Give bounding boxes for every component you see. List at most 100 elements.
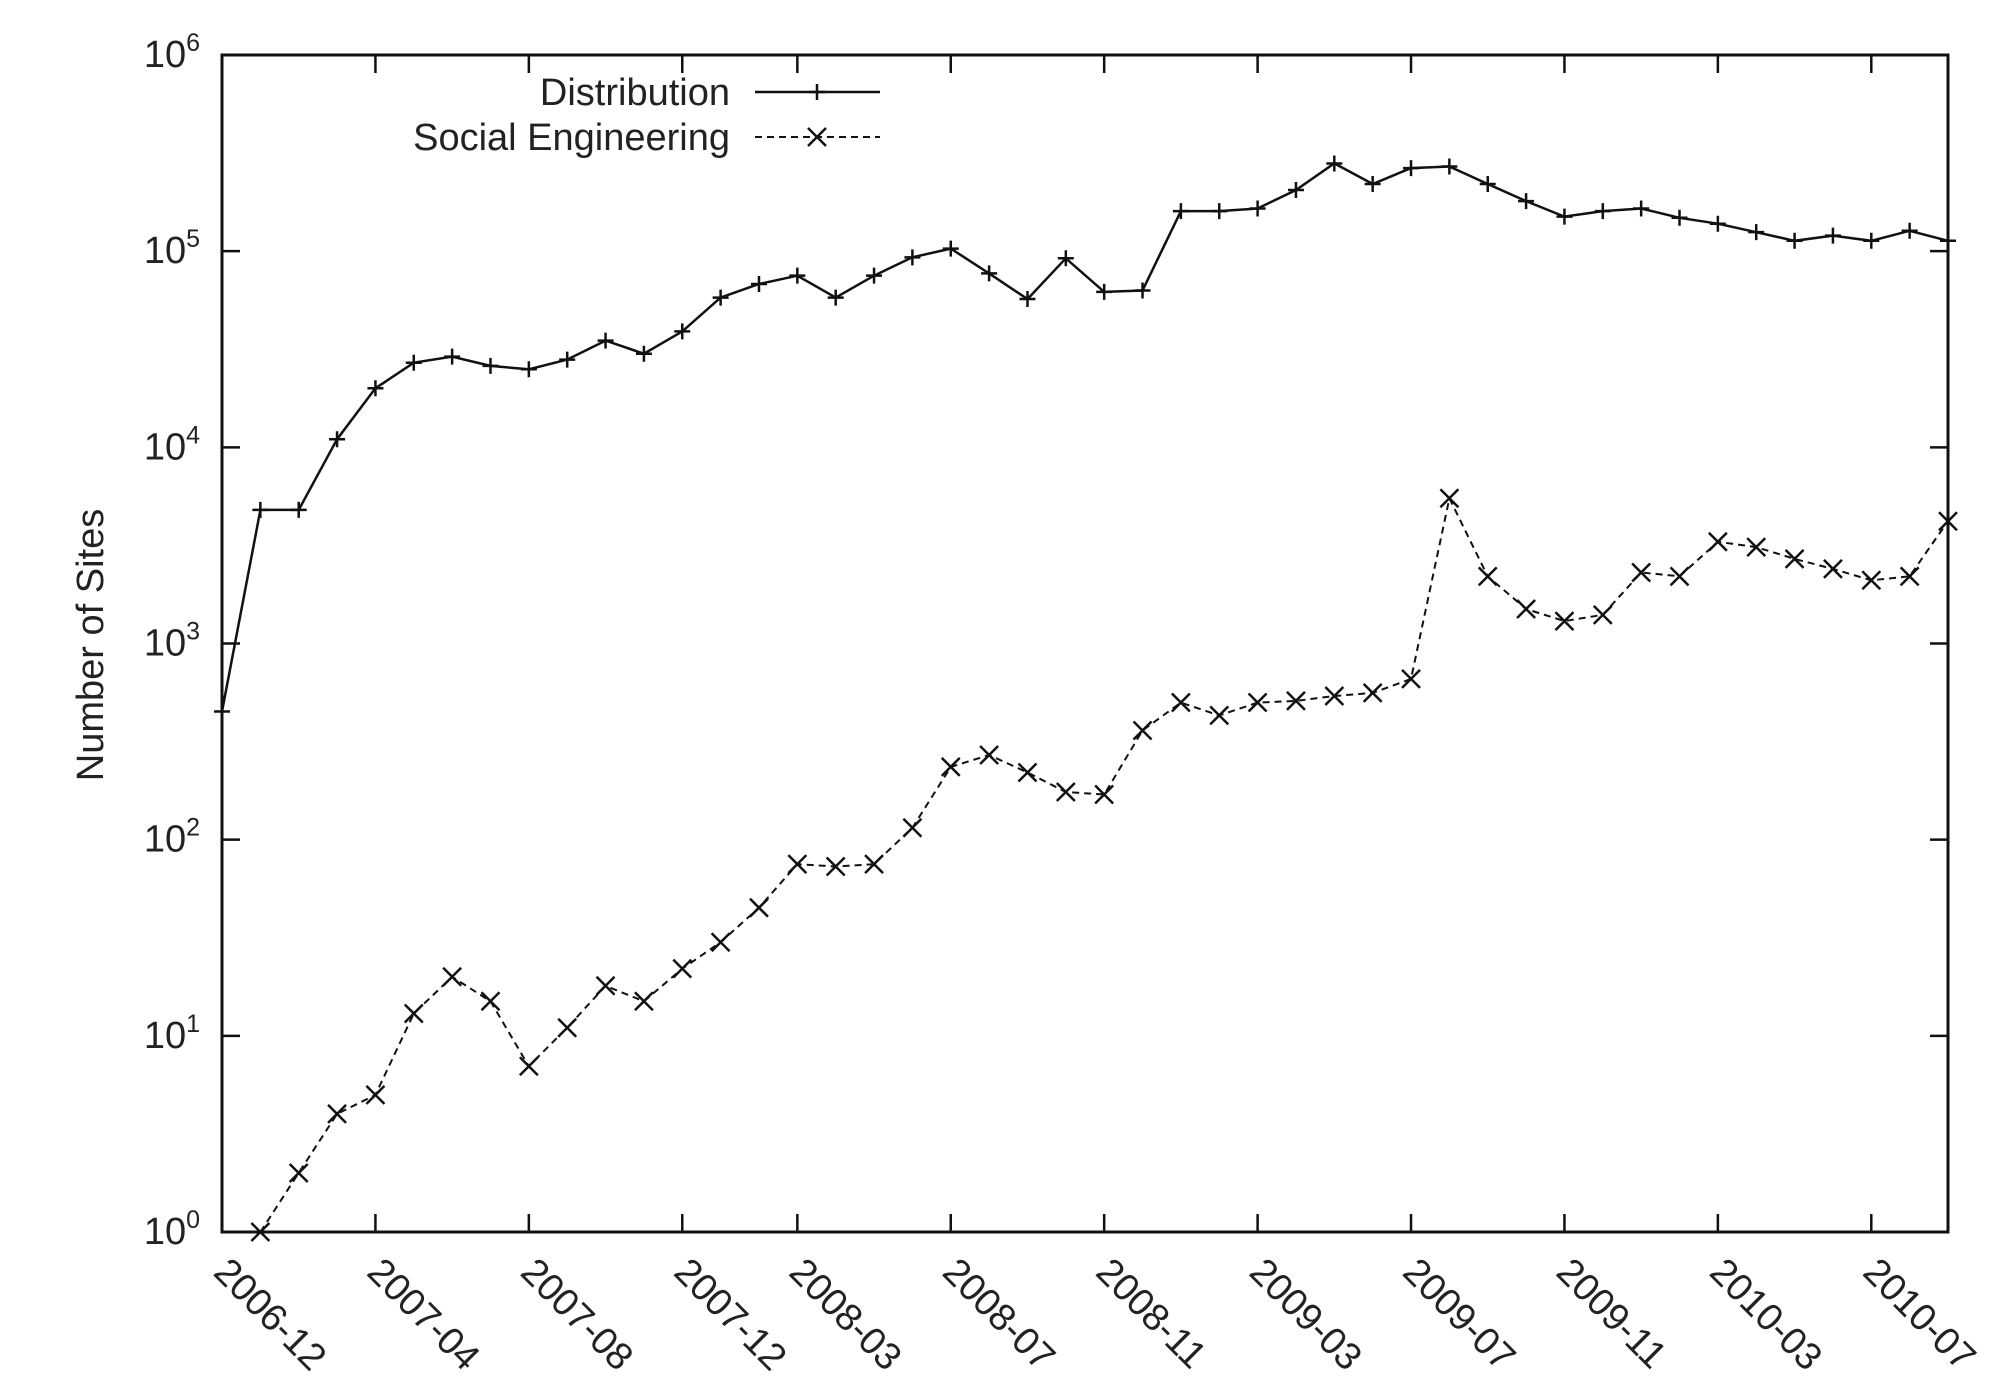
x-tick-label: 2008-03 — [781, 1251, 909, 1379]
data-point — [1249, 200, 1266, 217]
data-point — [1861, 570, 1882, 591]
data-point — [1439, 488, 1460, 509]
x-tick-label: 2009-07 — [1395, 1251, 1523, 1379]
data-point — [480, 991, 501, 1012]
y-tick-label: 102 — [144, 814, 200, 861]
data-point — [672, 958, 693, 979]
data-point — [1326, 155, 1343, 172]
data-point — [365, 1085, 386, 1105]
data-point — [1899, 566, 1920, 587]
data-point — [1172, 203, 1189, 220]
legend-item-distribution: Distribution — [540, 72, 880, 114]
data-point — [904, 249, 921, 266]
data-point — [789, 267, 806, 284]
data-point — [674, 323, 691, 340]
data-point — [520, 361, 537, 378]
data-point — [749, 897, 769, 918]
y-tick-base: 10 — [144, 230, 186, 272]
x-tick-label: 2007-12 — [666, 1251, 794, 1379]
data-point — [518, 1056, 539, 1077]
y-tick-label: 103 — [144, 618, 200, 665]
y-tick-base: 10 — [144, 1211, 186, 1253]
data-point — [1401, 669, 1421, 689]
data-point — [214, 703, 230, 720]
data-point — [1671, 209, 1688, 226]
legend-item-social-engineering: Social Engineering — [413, 117, 880, 159]
data-point — [1823, 559, 1843, 579]
data-point — [1364, 175, 1381, 192]
series-distribution — [214, 155, 1956, 720]
data-point — [1516, 599, 1536, 619]
data-point — [1477, 566, 1498, 587]
data-point — [1247, 692, 1268, 713]
data-point — [1633, 200, 1650, 217]
x-tick-label: 2008-11 — [1088, 1251, 1214, 1377]
y-tick-label: 100 — [144, 1206, 200, 1253]
data-point — [1592, 604, 1613, 625]
data-point — [825, 856, 846, 877]
data-point — [1901, 222, 1918, 239]
y-tick-exponent: 3 — [186, 618, 200, 646]
data-point — [1017, 762, 1038, 783]
data-point — [1709, 215, 1726, 232]
data-point — [1286, 690, 1306, 711]
data-point — [403, 1003, 424, 1024]
data-point — [557, 1017, 578, 1038]
data-point — [597, 332, 614, 349]
y-tick-base: 10 — [144, 34, 186, 76]
data-point — [1324, 686, 1345, 706]
data-point — [1594, 203, 1611, 220]
data-point — [1287, 182, 1304, 199]
data-point — [1479, 175, 1496, 192]
data-point — [1940, 232, 1956, 249]
data-point — [1096, 283, 1113, 300]
y-tick-label: 101 — [144, 1010, 200, 1057]
data-point — [710, 932, 731, 953]
data-point — [1132, 720, 1153, 741]
x-tick-label: 2007-08 — [512, 1251, 640, 1379]
data-point — [250, 1222, 271, 1242]
data-point — [807, 127, 827, 147]
data-point — [1863, 232, 1880, 249]
data-point — [252, 501, 269, 518]
y-tick-base: 10 — [144, 623, 186, 665]
plot-frame — [220, 53, 1950, 1234]
data-point — [750, 276, 767, 293]
data-point — [442, 966, 463, 987]
x-tick-label: 2009-03 — [1241, 1251, 1369, 1379]
data-point — [1707, 531, 1728, 552]
data-point — [979, 745, 999, 765]
series-line — [220, 161, 1949, 712]
y-tick-label: 104 — [144, 421, 200, 468]
data-point — [1748, 224, 1765, 241]
data-point — [1441, 158, 1458, 175]
data-point — [444, 348, 461, 365]
x-tick-label: 2010-03 — [1702, 1251, 1830, 1379]
y-tick-exponent: 0 — [186, 1206, 200, 1234]
legend-label: Social Engineering — [413, 117, 730, 159]
data-point — [1019, 291, 1036, 308]
data-point — [712, 289, 729, 306]
data-point — [1171, 692, 1191, 713]
data-point — [595, 975, 616, 996]
data-point — [787, 854, 808, 875]
data-point — [942, 240, 959, 257]
x-tick-label: 2007-04 — [359, 1251, 487, 1379]
x-tick-label: 2009-11 — [1548, 1251, 1674, 1377]
data-point — [1094, 784, 1115, 805]
y-tick-base: 10 — [144, 1015, 186, 1057]
y-tick-exponent: 5 — [186, 225, 200, 253]
data-point — [405, 354, 422, 371]
data-point — [1631, 562, 1652, 583]
y-tick-exponent: 2 — [186, 814, 200, 842]
data-point — [290, 501, 307, 518]
data-point — [1784, 548, 1805, 569]
data-point — [288, 1163, 309, 1183]
tick-marks — [220, 53, 1948, 1234]
data-point — [1057, 250, 1074, 267]
data-point — [327, 1104, 347, 1124]
data-point — [1746, 537, 1767, 557]
